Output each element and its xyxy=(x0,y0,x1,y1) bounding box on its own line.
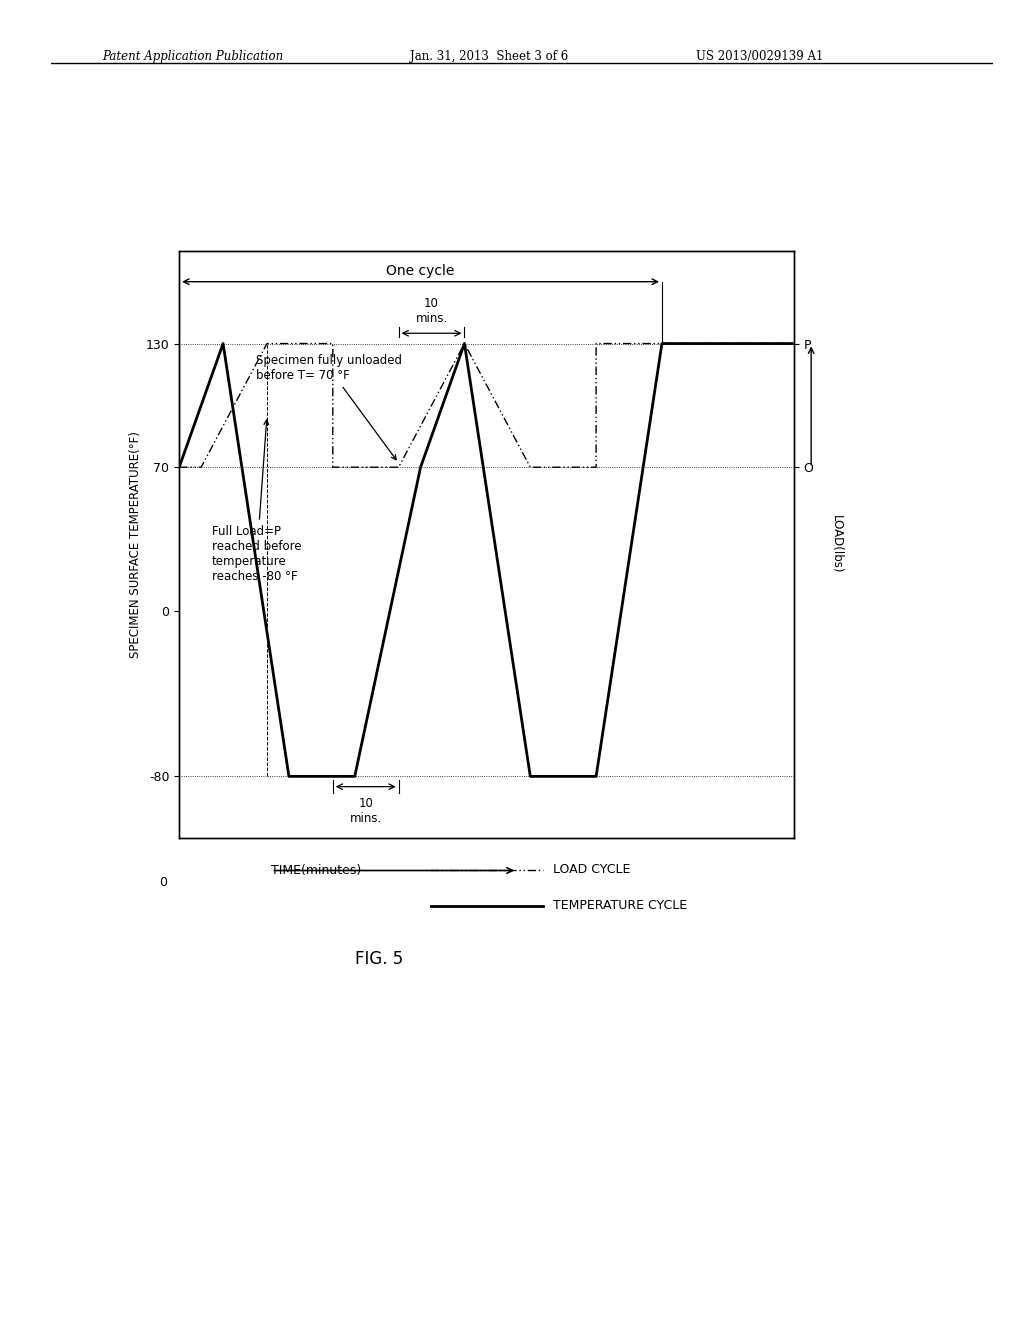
Text: Patent Application Publication: Patent Application Publication xyxy=(102,50,284,63)
Y-axis label: SPECIMEN SURFACE TEMPERATURE(°F): SPECIMEN SURFACE TEMPERATURE(°F) xyxy=(129,432,141,657)
Text: Full Load=P
reached before
temperature
reaches -80 °F: Full Load=P reached before temperature r… xyxy=(212,420,302,582)
Y-axis label: LOAD(lbs): LOAD(lbs) xyxy=(829,515,843,574)
Text: TEMPERATURE CYCLE: TEMPERATURE CYCLE xyxy=(553,899,687,912)
Text: 0: 0 xyxy=(159,876,167,890)
Text: Jan. 31, 2013  Sheet 3 of 6: Jan. 31, 2013 Sheet 3 of 6 xyxy=(410,50,568,63)
Text: 10
mins.: 10 mins. xyxy=(349,797,382,825)
Text: TIME(minutes): TIME(minutes) xyxy=(271,865,361,876)
Text: Specimen fully unloaded
before T= 70 °F: Specimen fully unloaded before T= 70 °F xyxy=(256,354,402,459)
Text: US 2013/0029139 A1: US 2013/0029139 A1 xyxy=(696,50,823,63)
Text: FIG. 5: FIG. 5 xyxy=(354,949,403,968)
Text: 10
mins.: 10 mins. xyxy=(416,297,447,325)
Text: One cycle: One cycle xyxy=(386,264,455,277)
Text: LOAD CYCLE: LOAD CYCLE xyxy=(553,863,631,876)
